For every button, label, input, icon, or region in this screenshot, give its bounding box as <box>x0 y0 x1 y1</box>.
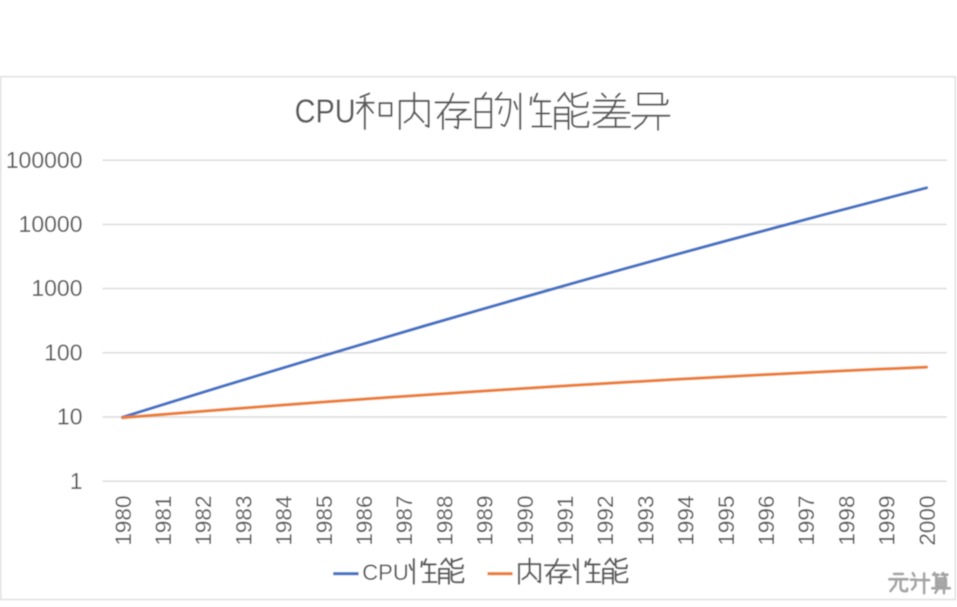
svg-text:CPU: CPU <box>362 560 408 585</box>
svg-text:1994: 1994 <box>674 496 699 546</box>
svg-text:1997: 1997 <box>794 496 819 546</box>
svg-text:1985: 1985 <box>312 496 337 546</box>
svg-text:1998: 1998 <box>834 496 859 546</box>
svg-text:1982: 1982 <box>191 496 216 546</box>
svg-text:2000: 2000 <box>915 496 940 546</box>
svg-text:1989: 1989 <box>473 496 498 546</box>
svg-text:1991: 1991 <box>553 496 578 546</box>
svg-text:1996: 1996 <box>754 496 779 546</box>
svg-text:1990: 1990 <box>513 496 538 546</box>
svg-text:100: 100 <box>44 339 82 365</box>
svg-text:1980: 1980 <box>111 496 136 546</box>
svg-text:1981: 1981 <box>151 496 176 546</box>
svg-text:1993: 1993 <box>633 496 658 546</box>
svg-text:1995: 1995 <box>714 496 739 546</box>
svg-text:100000: 100000 <box>6 147 83 173</box>
svg-text:CPU: CPU <box>295 92 356 129</box>
svg-text:1992: 1992 <box>593 496 618 546</box>
svg-text:1999: 1999 <box>875 496 900 546</box>
svg-text:1988: 1988 <box>432 496 457 546</box>
svg-text:1: 1 <box>70 468 83 494</box>
svg-text:10000: 10000 <box>19 211 83 237</box>
svg-text:1987: 1987 <box>392 496 417 546</box>
svg-text:1984: 1984 <box>272 496 297 546</box>
svg-text:1000: 1000 <box>31 275 82 301</box>
svg-text:1983: 1983 <box>231 496 256 546</box>
svg-text:10: 10 <box>57 404 83 430</box>
svg-text:1986: 1986 <box>352 496 377 546</box>
